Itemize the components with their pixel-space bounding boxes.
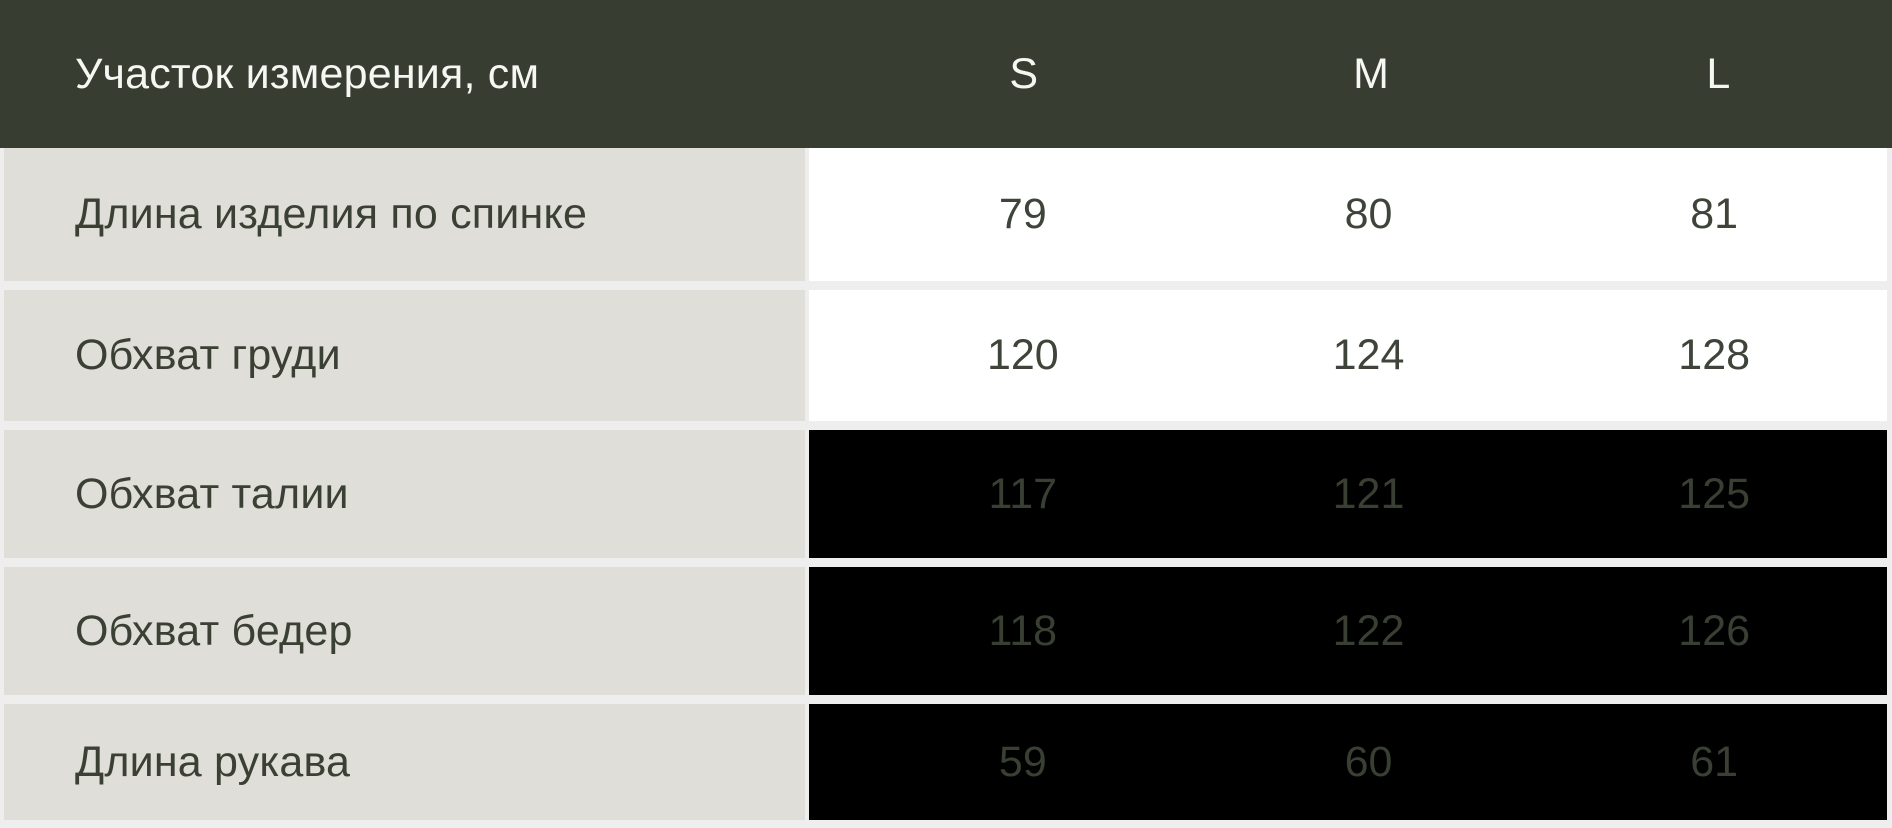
value-l: 128: [1678, 331, 1751, 379]
value-s: 117: [988, 469, 1058, 518]
table-row: Обхват талии 117 121 125: [4, 430, 1887, 558]
value-m: 122: [1332, 606, 1405, 655]
value-m: 60: [1344, 737, 1393, 786]
table-row: Длина рукава 59 60 61: [4, 704, 1887, 820]
row-label: Обхват бедер: [4, 567, 805, 695]
value-m: 124: [1332, 331, 1405, 379]
column-header-size-l: L: [1706, 49, 1731, 98]
row-label: Обхват груди: [4, 290, 805, 421]
table-row: Длина изделия по спинке 79 80 81: [4, 148, 1887, 281]
row-values: 117 121 125: [809, 430, 1887, 558]
row-values: 120 124 128: [809, 290, 1887, 421]
measurement-column-header: Участок измерения, см: [75, 49, 540, 98]
value-s: 79: [998, 190, 1047, 238]
value-l: 61: [1690, 737, 1739, 786]
table-header-row: Участок измерения, см S M L: [0, 0, 1892, 148]
value-m: 121: [1332, 469, 1405, 518]
row-label: Длина рукава: [4, 704, 805, 820]
row-values: 79 80 81: [809, 148, 1887, 281]
table-body: Длина изделия по спинке 79 80 81 Обхват …: [0, 148, 1892, 828]
row-label: Длина изделия по спинке: [4, 148, 805, 281]
value-s: 118: [988, 606, 1058, 655]
value-l: 125: [1678, 469, 1751, 518]
column-header-size-m: M: [1353, 49, 1389, 98]
table-row: Обхват бедер 118 122 126: [4, 567, 1887, 695]
value-l: 81: [1690, 190, 1739, 238]
row-values: 118 122 126: [809, 567, 1887, 695]
size-column-headers: S M L: [850, 0, 1892, 148]
value-l: 126: [1678, 606, 1751, 655]
value-s: 120: [986, 331, 1059, 379]
table-row: Обхват груди 120 124 128: [4, 290, 1887, 421]
value-m: 80: [1344, 190, 1393, 238]
row-label: Обхват талии: [4, 430, 805, 558]
value-s: 59: [998, 737, 1047, 786]
column-header-size-s: S: [1009, 49, 1038, 98]
row-values: 59 60 61: [809, 704, 1887, 820]
